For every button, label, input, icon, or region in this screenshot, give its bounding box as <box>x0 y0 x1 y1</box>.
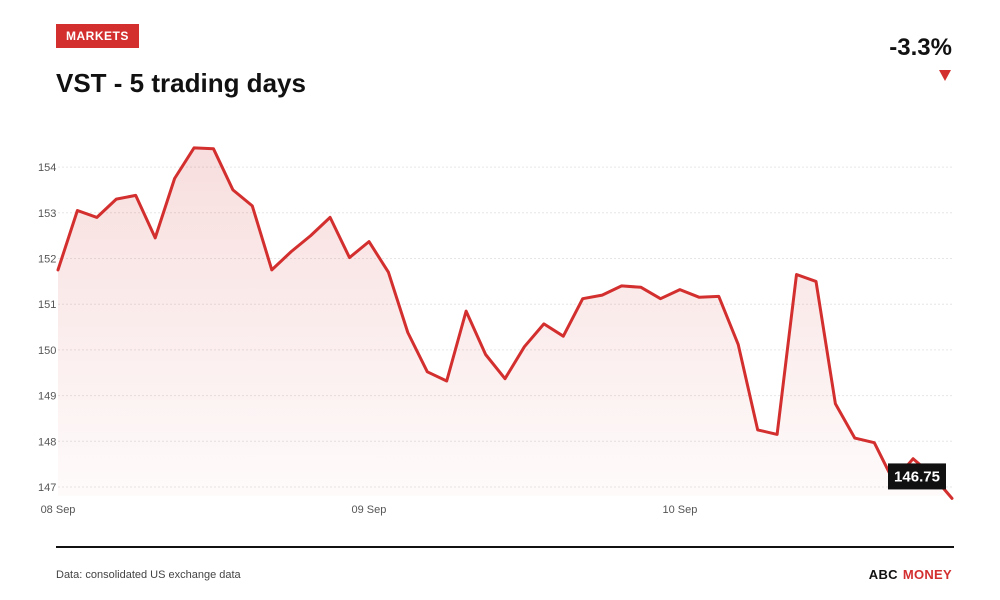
y-tick-label: 150 <box>38 345 56 357</box>
x-tick-label: 08 Sep <box>41 504 76 516</box>
price-chart: 147 148 149 150 151 152 153 154 08 Sep 09 Sep 10 … <box>38 146 954 516</box>
down-arrow-icon <box>939 70 951 81</box>
brand-logo: ABC MONEY <box>869 567 952 582</box>
brand-part-money: MONEY <box>902 567 952 582</box>
y-tick-label: 152 <box>38 254 56 266</box>
y-axis: 147 148 149 150 151 152 153 154 <box>38 162 56 494</box>
percent-change: -3.3% <box>889 34 952 61</box>
y-tick-label: 149 <box>38 391 56 403</box>
x-tick-label: 09 Sep <box>352 504 387 516</box>
footer-divider <box>56 546 954 548</box>
y-tick-label: 153 <box>38 208 56 220</box>
price-area <box>58 147 952 499</box>
y-tick-label: 148 <box>38 436 56 448</box>
last-value-box <box>888 463 946 490</box>
y-tick-label: 151 <box>38 299 56 311</box>
last-value-text: 146.75 <box>894 468 940 485</box>
x-tick-label: 10 Sep <box>662 504 697 516</box>
markets-badge: MARKETS <box>56 24 139 48</box>
price-line <box>56 146 954 500</box>
y-tick-label: 147 <box>38 482 56 494</box>
data-source: Data: consolidated US exchange data <box>56 569 241 581</box>
chart-title: VST - 5 trading days <box>56 68 306 98</box>
brand-part-abc: ABC <box>868 567 898 582</box>
last-value-label: 146.75 <box>888 463 946 490</box>
x-axis: 08 Sep 09 Sep 10 Sep <box>41 504 698 516</box>
y-tick-label: 154 <box>38 162 56 174</box>
